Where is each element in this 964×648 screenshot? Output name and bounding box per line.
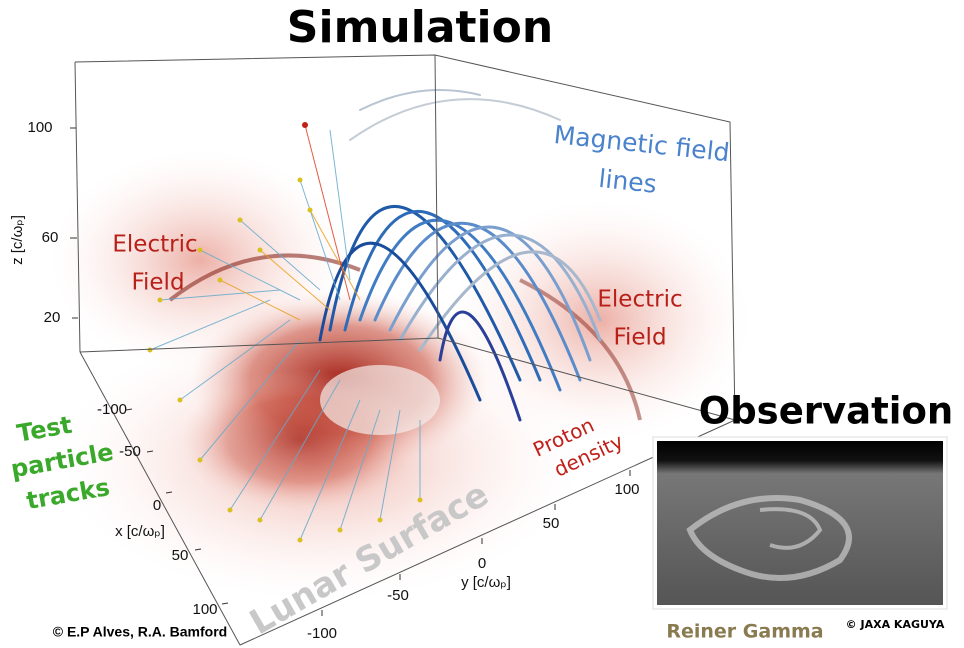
magnetic-label: lines [597,164,658,199]
illustration: Simulation 100 60 20 z [c/ωₚ] -100 -50 0… [0,0,964,648]
x-tick-label: -50 [119,443,141,460]
credit: © E.P Alves, R.A. Bamford [53,624,227,640]
z-tick-label: 100 [27,119,52,136]
z-tick-label: 60 [42,229,59,246]
x-tick-label: -100 [97,401,127,418]
y-tick-label: -50 [387,587,409,604]
x-axis-label: x [c/ωₚ] [115,523,165,540]
z-tick-label: 20 [44,309,61,326]
observation-caption: Reiner Gamma [666,621,823,643]
title: Simulation [287,2,553,53]
x-tick-label: 50 [172,547,189,564]
y-tick-label: -100 [307,625,337,642]
electric-right-label: Field [613,325,666,351]
electric-left-label: Field [131,270,184,296]
x-tick-label: 0 [153,497,161,514]
observation-credit: © JAXA KAGUYA [846,618,945,631]
z-axis-label: z [c/ωₚ] [9,215,26,265]
electric-left-label: Electric [112,232,197,258]
observation-panel: Observation Reiner Gamma © JAXA KAGUYA [653,390,953,643]
electric-right-label: Electric [597,287,682,313]
y-tick-label: 100 [614,481,639,498]
y-tick-label: 50 [543,515,560,532]
observation-title: Observation [699,390,954,433]
x-tick-label: 100 [192,601,217,618]
tick-mark [222,603,228,604]
y-axis-label: y [c/ωₚ] [461,574,511,591]
y-tick-label: 0 [478,555,486,572]
magnetic-label: Magnetic field [553,120,731,167]
